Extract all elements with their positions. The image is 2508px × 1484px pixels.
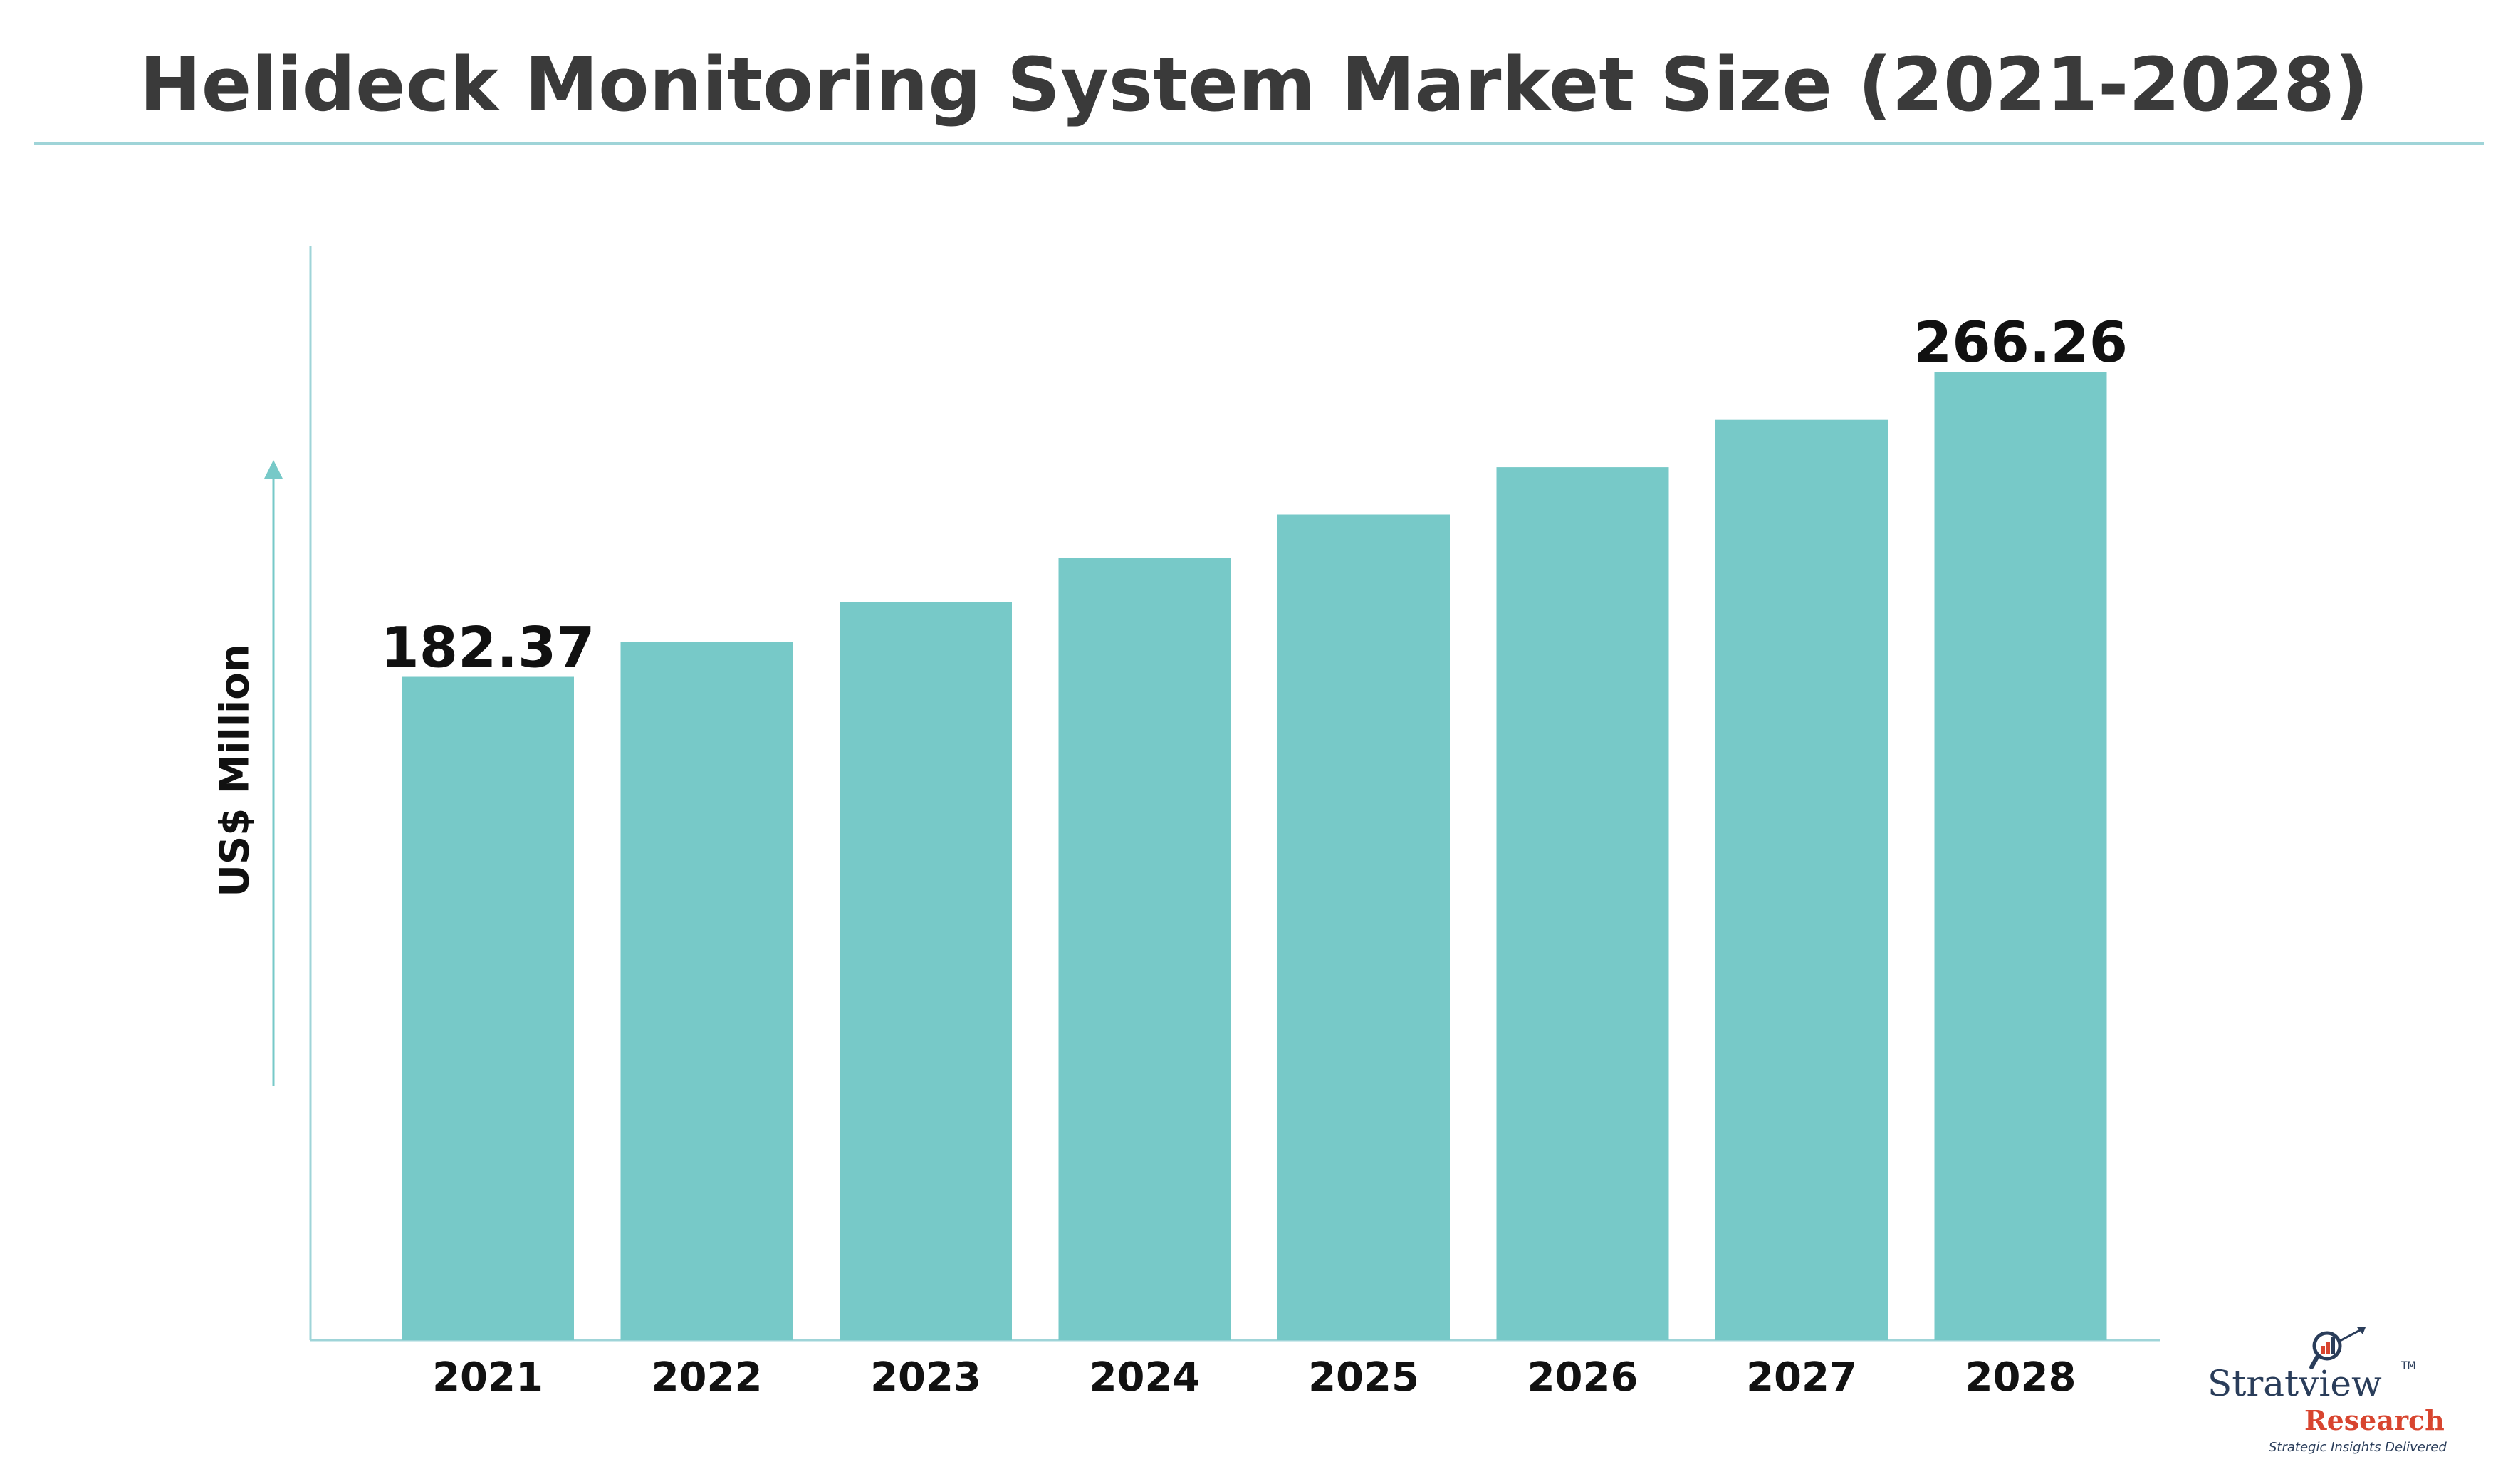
x-tick-label-2027: 2027	[1746, 1354, 1857, 1401]
bar-2026	[1496, 467, 1669, 1340]
bar-2028	[1934, 372, 2107, 1340]
ylabel-arrow-head	[264, 460, 283, 479]
x-tick-label-2022: 2022	[652, 1354, 763, 1401]
title-divider	[34, 142, 2484, 145]
bar-2021	[402, 676, 574, 1340]
x-tick-label-2021: 2021	[432, 1354, 543, 1401]
chart-title: Helideck Monitoring System Market Size (…	[139, 41, 2369, 128]
logo-magnifier-icon	[2309, 1327, 2366, 1369]
bar-2024	[1058, 558, 1231, 1340]
x-tick-label-2023: 2023	[870, 1354, 981, 1401]
x-tick-label-2028: 2028	[1965, 1354, 2076, 1401]
logo-trademark: TM	[2401, 1360, 2416, 1371]
bars-group	[402, 372, 2107, 1341]
logo-tagline: Strategic Insights Delivered	[2269, 1440, 2447, 1455]
bar-2027	[1715, 419, 1888, 1341]
x-tick-label-2025: 2025	[1308, 1354, 1419, 1401]
logo-research: Research	[2304, 1404, 2445, 1436]
bar-2025	[1277, 514, 1450, 1340]
x-tick-label-2024: 2024	[1090, 1354, 1201, 1401]
bar-2022	[620, 642, 793, 1340]
stratview-logo: Stratview TM Research Strategic Insights…	[2207, 1324, 2450, 1467]
bar-2023	[840, 602, 1012, 1340]
logo-name: Stratview	[2207, 1363, 2382, 1404]
data-label-2028: 266.26	[1913, 311, 2128, 375]
x-tick-label-2026: 2026	[1527, 1354, 1639, 1401]
data-labels: 182.37 266.26	[381, 311, 2128, 681]
y-axis-label: US$ Million	[211, 644, 258, 897]
x-tick-labels: 2021 2022 2023 2024 2025 2026 2027 2028	[432, 1354, 2076, 1401]
data-label-2021: 182.37	[381, 617, 595, 681]
